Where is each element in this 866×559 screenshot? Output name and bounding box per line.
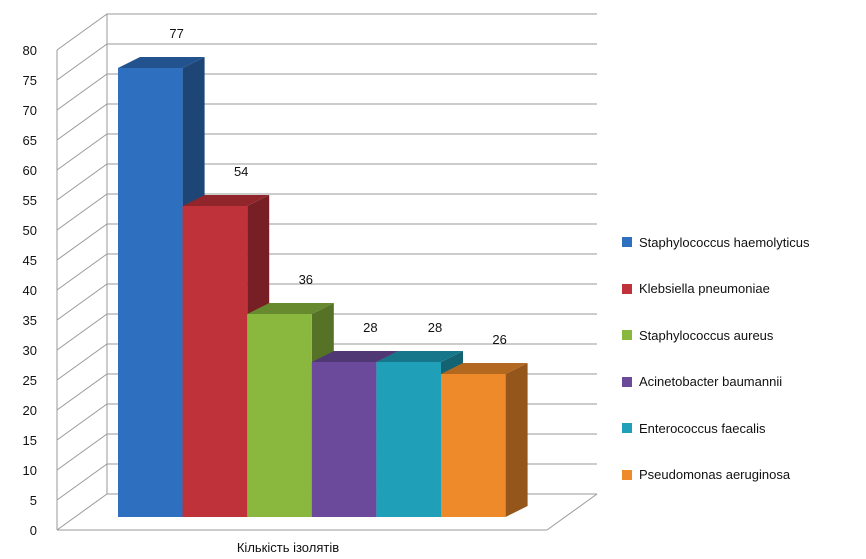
bar-front (247, 314, 312, 517)
legend-label: Staphylococcus aureus (639, 327, 774, 343)
gridline (56, 193, 597, 231)
gridline (56, 343, 597, 381)
y-tick-label: 0 (30, 523, 37, 538)
gridline (56, 223, 597, 261)
bar-top (311, 351, 399, 362)
bar-2 (182, 195, 270, 517)
gridline (56, 73, 597, 111)
y-tick-label: 15 (23, 433, 37, 448)
legend-item: Pseudomonas aeruginosa (622, 465, 862, 485)
legend-label: Pseudomonas aeruginosa (639, 467, 791, 482)
x-axis-label: Кількість ізолятів (237, 540, 339, 555)
data-labels: 77 54 36 28 28 26 (169, 26, 506, 347)
y-tick-label: 50 (23, 223, 37, 238)
legend-label: Acinetobacter baumannii (639, 374, 783, 389)
legend-label: Enterococcus faecalis (639, 420, 766, 436)
data-label: 77 (169, 26, 183, 41)
y-tick-label: 30 (23, 343, 37, 358)
y-tick-label: 65 (23, 133, 37, 148)
bar-top (441, 363, 528, 374)
legend-label: Klebsiella pneumoniae (639, 281, 770, 296)
bar-front (118, 68, 183, 517)
y-tick-label: 5 (30, 493, 37, 508)
legend-item: Enterococcus faecalis (622, 418, 862, 438)
legend-item: Staphylococcus haemolyticus (622, 232, 862, 252)
bar-6 (441, 363, 528, 517)
gridline (56, 283, 597, 321)
gridline (56, 253, 597, 291)
bars (118, 57, 528, 517)
gridline (56, 163, 597, 201)
data-label: 28 (428, 320, 442, 335)
data-label: 28 (363, 320, 377, 335)
legend-swatch (622, 376, 632, 387)
y-tick-label: 40 (23, 283, 37, 298)
legend-item: Staphylococcus aureus (622, 325, 862, 345)
bar-front (311, 362, 377, 517)
gridline (56, 313, 597, 351)
bar-top (247, 303, 334, 314)
gridline (56, 13, 597, 51)
bar-top (118, 57, 205, 68)
floor-right-edge (546, 493, 598, 531)
data-label: 36 (299, 272, 313, 287)
bar-top (376, 351, 463, 362)
bar-top (182, 195, 270, 206)
y-tick-label: 70 (23, 103, 37, 118)
y-tick-label: 60 (23, 163, 37, 178)
legend-swatch (622, 330, 632, 340)
y-axis: 0 5 10 15 20 25 30 35 40 45 50 55 60 65 70 75 80 (23, 43, 37, 538)
legend-swatch (622, 237, 632, 247)
legend-swatch (622, 469, 632, 480)
bar-front (376, 362, 441, 517)
legend-item: Klebsiella pneumoniae (622, 279, 862, 299)
data-label: 26 (492, 332, 506, 347)
y-tick-label: 35 (23, 313, 37, 328)
gridline (56, 133, 597, 171)
grid (56, 13, 598, 531)
bar-side (505, 363, 528, 517)
bar-front (441, 374, 506, 517)
y-tick-label: 20 (23, 403, 37, 418)
y-tick-label: 25 (23, 373, 37, 388)
y-tick-label: 10 (23, 463, 37, 478)
gridline (56, 43, 597, 81)
data-label: 54 (234, 164, 248, 179)
legend: Staphylococcus haemolyticus Klebsiella pn… (622, 232, 862, 511)
y-tick-label: 45 (23, 253, 37, 268)
legend-swatch (622, 283, 632, 294)
y-tick-label: 75 (23, 73, 37, 88)
gridline (56, 103, 597, 141)
y-tick-label: 80 (23, 43, 37, 58)
legend-item: Acinetobacter baumannii (622, 372, 862, 392)
legend-label: Staphylococcus haemolyticus (639, 234, 810, 250)
legend-swatch (622, 423, 632, 433)
bar-front (182, 206, 248, 517)
y-tick-label: 55 (23, 193, 37, 208)
